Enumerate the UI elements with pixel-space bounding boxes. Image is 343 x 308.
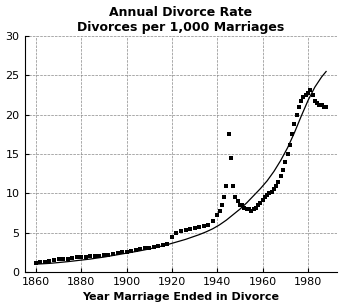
X-axis label: Year Marriage Ended in Divorce: Year Marriage Ended in Divorce (83, 292, 280, 302)
Title: Annual Divorce Rate
Divorces per 1,000 Marriages: Annual Divorce Rate Divorces per 1,000 M… (78, 6, 285, 34)
